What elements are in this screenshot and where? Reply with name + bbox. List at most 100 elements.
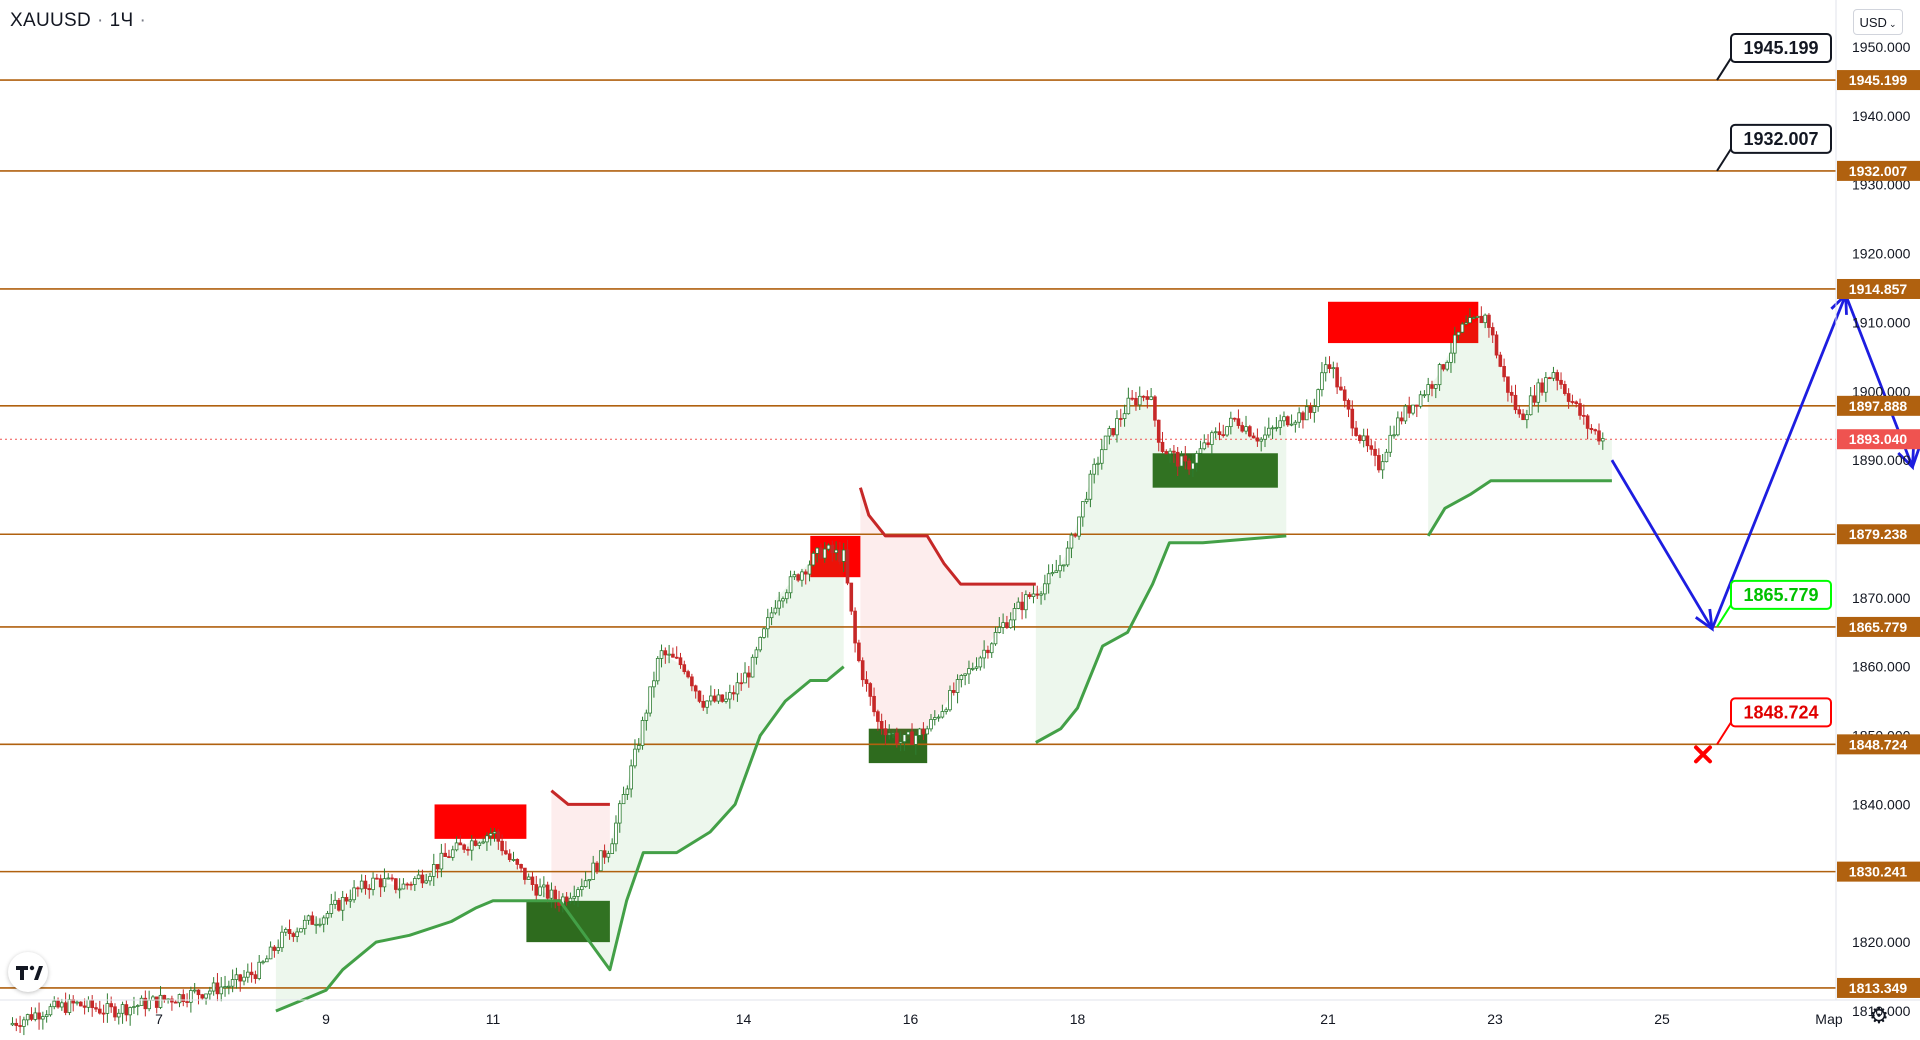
candle-up <box>1282 416 1286 422</box>
candle-down <box>1221 434 1226 437</box>
candle-up <box>754 649 759 658</box>
candle-down <box>1369 445 1374 450</box>
price-tick-label: 1950.000 <box>1852 39 1911 55</box>
candle-up <box>234 974 239 980</box>
trailing-stop-bull[interactable] <box>1035 534 1287 744</box>
candle-up <box>1392 434 1396 437</box>
price-tick-label: 1920.000 <box>1852 246 1911 262</box>
candle-up <box>147 999 151 1010</box>
candle-down <box>1285 416 1290 426</box>
candle-down <box>409 883 413 886</box>
projection-leg[interactable] <box>1610 459 1714 630</box>
candle-up <box>439 852 444 870</box>
candle-up <box>625 788 630 795</box>
candle-down <box>1430 384 1434 389</box>
price-tick-label: 1840.000 <box>1852 796 1911 812</box>
candle-down <box>1582 414 1586 417</box>
candle-down <box>1399 417 1404 422</box>
candle-up <box>413 878 417 885</box>
candle-up <box>1198 448 1203 454</box>
callout-box[interactable] <box>1730 33 1832 64</box>
symbol-title[interactable]: XAUUSD · 1Ч · <box>10 10 152 32</box>
candle-down <box>1027 594 1032 598</box>
candle-up <box>1418 394 1423 407</box>
supply-zone[interactable] <box>810 535 861 578</box>
candle-up <box>1031 593 1036 598</box>
candle-down <box>82 1005 87 1008</box>
candle-down <box>951 690 956 693</box>
price-axis[interactable]: 1810.0001820.0001830.0001840.0001850.000… <box>1835 0 1920 1019</box>
candle-up <box>621 794 626 805</box>
candle-up <box>1050 572 1055 575</box>
gear-icon[interactable]: ⚙ <box>1869 1004 1889 1029</box>
candle-up <box>906 731 911 736</box>
candle-down <box>394 878 398 890</box>
candle-down <box>1145 396 1150 400</box>
candle-up <box>1437 364 1442 386</box>
projection-leg[interactable] <box>1710 294 1847 630</box>
candle-down <box>1415 404 1419 407</box>
time-axis[interactable]: 7911141618212325Мар3 <box>0 999 1920 1027</box>
currency-dropdown[interactable]: USD ⌄ <box>1853 9 1903 35</box>
callout-pointer <box>1716 148 1732 172</box>
candle-down <box>253 974 258 979</box>
callout-pointer <box>1716 721 1732 745</box>
level-price-label: 1897.888 <box>1849 398 1908 414</box>
callout-box[interactable] <box>1730 697 1832 728</box>
candle-up <box>580 886 584 891</box>
candle-up <box>636 745 641 750</box>
candle-up <box>25 1014 30 1021</box>
callout-pointer <box>1716 604 1732 628</box>
candle-up <box>963 673 967 676</box>
candle-up <box>1312 406 1317 413</box>
supply-zone[interactable] <box>434 804 527 839</box>
candle-down <box>405 883 410 886</box>
demand-zone[interactable] <box>526 900 610 943</box>
candle-up <box>223 986 227 988</box>
candle-down <box>1248 426 1252 437</box>
candle-up <box>1058 564 1062 572</box>
candle-down <box>838 549 842 562</box>
candle-down <box>720 694 725 702</box>
tradingview-logo-icon[interactable] <box>8 952 48 992</box>
callout-label: 1932.007 <box>1743 129 1818 149</box>
candle-up <box>716 694 721 702</box>
candle-down <box>420 874 425 884</box>
candle-up <box>1191 462 1195 470</box>
candle-up <box>587 879 592 882</box>
candle-down <box>272 946 277 951</box>
candle-down <box>504 850 508 855</box>
trailing-stop-bear[interactable] <box>550 789 610 806</box>
trailing-stop-bear[interactable] <box>858 487 1036 586</box>
candle-up <box>189 990 193 1003</box>
candle-up <box>914 734 918 745</box>
candle-up <box>120 1004 125 1014</box>
callout-box[interactable] <box>1730 123 1832 154</box>
candle-down <box>1118 418 1123 420</box>
trailing-stop-bull[interactable] <box>275 665 845 1013</box>
candle-up <box>211 982 216 992</box>
candle-up <box>469 840 474 851</box>
candle-up <box>989 643 994 654</box>
candle-up <box>1396 417 1400 436</box>
candle-up <box>227 985 231 988</box>
candle-down <box>1441 364 1446 370</box>
candle-up <box>230 979 235 987</box>
candle-down <box>238 974 243 982</box>
candle-up <box>219 986 224 995</box>
candle-down <box>462 844 466 850</box>
trailing-stop-bull[interactable] <box>1426 479 1612 537</box>
title-dot: · <box>139 10 147 31</box>
candle-down <box>1563 384 1567 394</box>
candle-down <box>507 853 512 860</box>
candle-up <box>769 612 774 619</box>
callout-box[interactable] <box>1730 579 1832 610</box>
level-price-badge <box>1837 524 1920 545</box>
candle-up <box>454 842 459 851</box>
candle-up <box>1263 434 1267 440</box>
candle-down <box>101 1012 106 1015</box>
candle-down <box>674 656 679 659</box>
candle-up <box>1452 334 1457 354</box>
candle-down <box>857 642 861 662</box>
